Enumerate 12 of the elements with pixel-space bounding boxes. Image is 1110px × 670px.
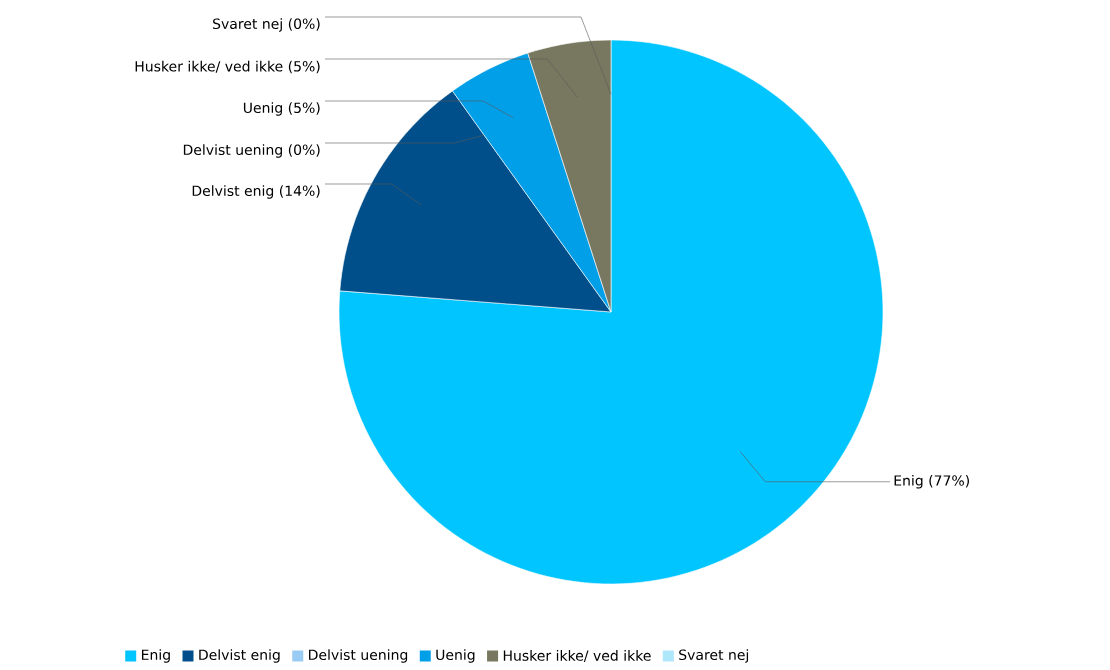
data-label: Uenig (5%) — [243, 102, 320, 116]
legend-label: Delvist uening — [309, 649, 408, 663]
data-label: Enig (77%) — [894, 474, 969, 489]
legend-label: Uenig — [436, 649, 475, 663]
legend-label: Svaret nej — [679, 649, 749, 663]
text: Svaret nej (0%) — [213, 18, 320, 32]
data-label: Delvist enig (14%) — [192, 185, 320, 199]
legend-label: Husker ikke/ ved ikke — [503, 650, 651, 662]
legend-label: Enig — [141, 649, 170, 663]
legend-label: Delvist enig — [199, 649, 280, 663]
text: Delvist uening (0%) — [183, 144, 320, 158]
data-label: Husker ikke/ ved ikke (5%) — [135, 60, 320, 74]
